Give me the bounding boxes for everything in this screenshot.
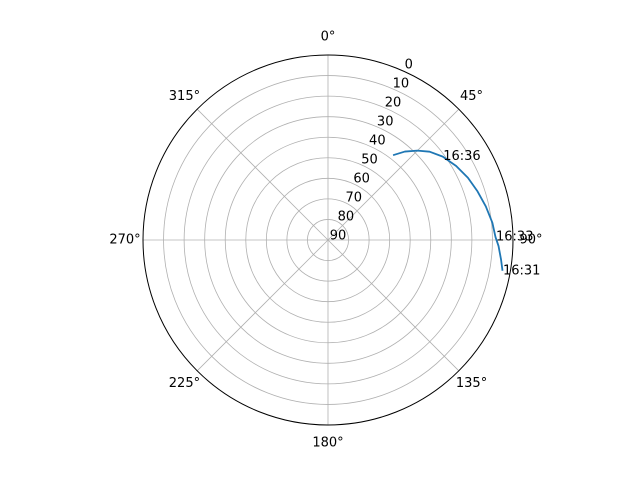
r-tick-label: 0 bbox=[405, 58, 413, 73]
polar-frame bbox=[142, 54, 514, 426]
theta-tick-label: 315° bbox=[169, 89, 200, 104]
series-layer bbox=[392, 149, 504, 271]
theta-tick-label: 225° bbox=[169, 376, 200, 391]
r-tick-label: 60 bbox=[353, 172, 370, 187]
theta-gridline-135 bbox=[327, 239, 460, 372]
theta-gridline-315 bbox=[196, 108, 329, 241]
r-gridline-50 bbox=[245, 157, 411, 323]
theta-tick-label: 180° bbox=[312, 436, 343, 451]
series-line-0 bbox=[392, 149, 504, 271]
theta-tick-label: 270° bbox=[109, 233, 140, 248]
r-gridline-70 bbox=[286, 198, 370, 282]
r-gridline-60 bbox=[265, 177, 391, 303]
r-tick-label: 70 bbox=[345, 191, 362, 206]
r-gridline-40 bbox=[224, 136, 432, 344]
theta-tick-label: 45° bbox=[460, 89, 483, 104]
time-annotation: 16:31 bbox=[503, 263, 540, 278]
r-tick-label: 30 bbox=[377, 115, 394, 130]
time-annotation: 16:36 bbox=[443, 149, 480, 164]
grid bbox=[143, 55, 513, 425]
r-tick-label: 40 bbox=[369, 134, 386, 149]
time-annotation: 16:33 bbox=[496, 230, 533, 245]
theta-gridline-45 bbox=[327, 108, 460, 241]
r-tick-label: 50 bbox=[361, 153, 378, 168]
r-gridline-20 bbox=[183, 95, 473, 385]
labels: 0° 45° 90° 135° 180° 225° 270° 315° 0 10 20 30 40 50 6… bbox=[109, 30, 542, 451]
r-tick-label: 90 bbox=[330, 229, 347, 244]
r-tick-label: 10 bbox=[393, 77, 410, 92]
theta-gridline-225 bbox=[196, 239, 329, 372]
theta-tick-label: 0° bbox=[321, 30, 336, 45]
r-gridline-10 bbox=[163, 75, 493, 405]
r-tick-label: 20 bbox=[385, 96, 402, 111]
r-gridline-80 bbox=[307, 219, 349, 261]
theta-tick-label: 135° bbox=[456, 376, 487, 391]
r-tick-label: 80 bbox=[338, 210, 355, 225]
theta-tick-label: 90° bbox=[519, 233, 542, 248]
r-gridline-30 bbox=[204, 116, 452, 364]
